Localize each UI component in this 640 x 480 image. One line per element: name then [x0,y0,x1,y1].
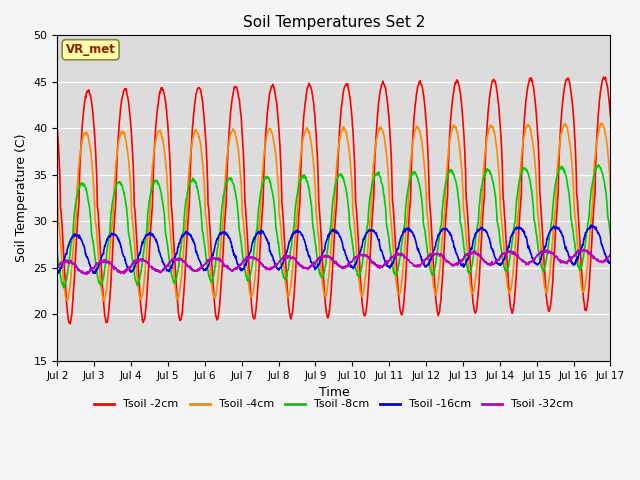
Tsoil -16cm [91,270,99,276]
Tsoil -4cm [163,180,171,186]
Tsoil -16cm [54,270,61,276]
Tsoil -16cm [420,262,428,268]
Tsoil -8cm [60,285,67,290]
Tsoil -32cm [541,248,549,254]
Tsoil -4cm [177,280,184,286]
Tsoil -16cm [541,243,549,249]
Tsoil -4cm [598,120,606,126]
Tsoil -2cm [602,74,609,80]
Tsoil -32cm [54,265,61,271]
Tsoil -8cm [595,162,602,168]
Tsoil -8cm [177,245,184,251]
Tsoil -32cm [420,260,428,265]
Tsoil -4cm [239,214,246,219]
Tsoil -16cm [239,267,246,273]
Tsoil -8cm [420,224,428,229]
Line: Tsoil -8cm: Tsoil -8cm [58,165,611,288]
Line: Tsoil -32cm: Tsoil -32cm [58,249,611,275]
Tsoil -4cm [54,195,61,201]
Tsoil -8cm [54,252,61,257]
Tsoil -4cm [541,285,549,291]
Tsoil -2cm [239,138,246,144]
Tsoil -4cm [492,143,500,149]
Tsoil -8cm [541,263,549,268]
Tsoil -2cm [541,275,549,281]
Tsoil -4cm [420,158,428,164]
Tsoil -8cm [239,252,246,258]
Legend: Tsoil -2cm, Tsoil -4cm, Tsoil -8cm, Tsoil -16cm, Tsoil -32cm: Tsoil -2cm, Tsoil -4cm, Tsoil -8cm, Tsoi… [90,395,578,414]
Line: Tsoil -2cm: Tsoil -2cm [58,77,611,324]
Title: Soil Temperatures Set 2: Soil Temperatures Set 2 [243,15,425,30]
Line: Tsoil -4cm: Tsoil -4cm [58,123,611,301]
Text: VR_met: VR_met [66,43,116,56]
X-axis label: Time: Time [319,386,349,399]
Tsoil -32cm [83,272,90,277]
Tsoil -16cm [492,257,500,263]
Tsoil -32cm [607,254,614,260]
Tsoil -8cm [492,205,500,211]
Tsoil -32cm [163,263,171,269]
Tsoil -2cm [420,96,428,102]
Tsoil -4cm [607,186,614,192]
Tsoil -4cm [100,299,108,304]
Tsoil -8cm [163,241,171,247]
Tsoil -2cm [177,317,184,323]
Tsoil -16cm [163,268,171,274]
Tsoil -2cm [607,113,614,119]
Tsoil -2cm [163,117,171,122]
Tsoil -2cm [54,128,61,133]
Tsoil -2cm [67,321,74,326]
Tsoil -32cm [492,258,500,264]
Tsoil -32cm [580,246,588,252]
Tsoil -32cm [239,258,246,264]
Y-axis label: Soil Temperature (C): Soil Temperature (C) [15,134,28,263]
Tsoil -16cm [177,236,184,241]
Tsoil -16cm [607,260,614,265]
Tsoil -16cm [588,222,595,228]
Tsoil -32cm [177,257,184,263]
Tsoil -2cm [492,84,500,90]
Line: Tsoil -16cm: Tsoil -16cm [58,225,611,273]
Tsoil -8cm [607,231,614,237]
